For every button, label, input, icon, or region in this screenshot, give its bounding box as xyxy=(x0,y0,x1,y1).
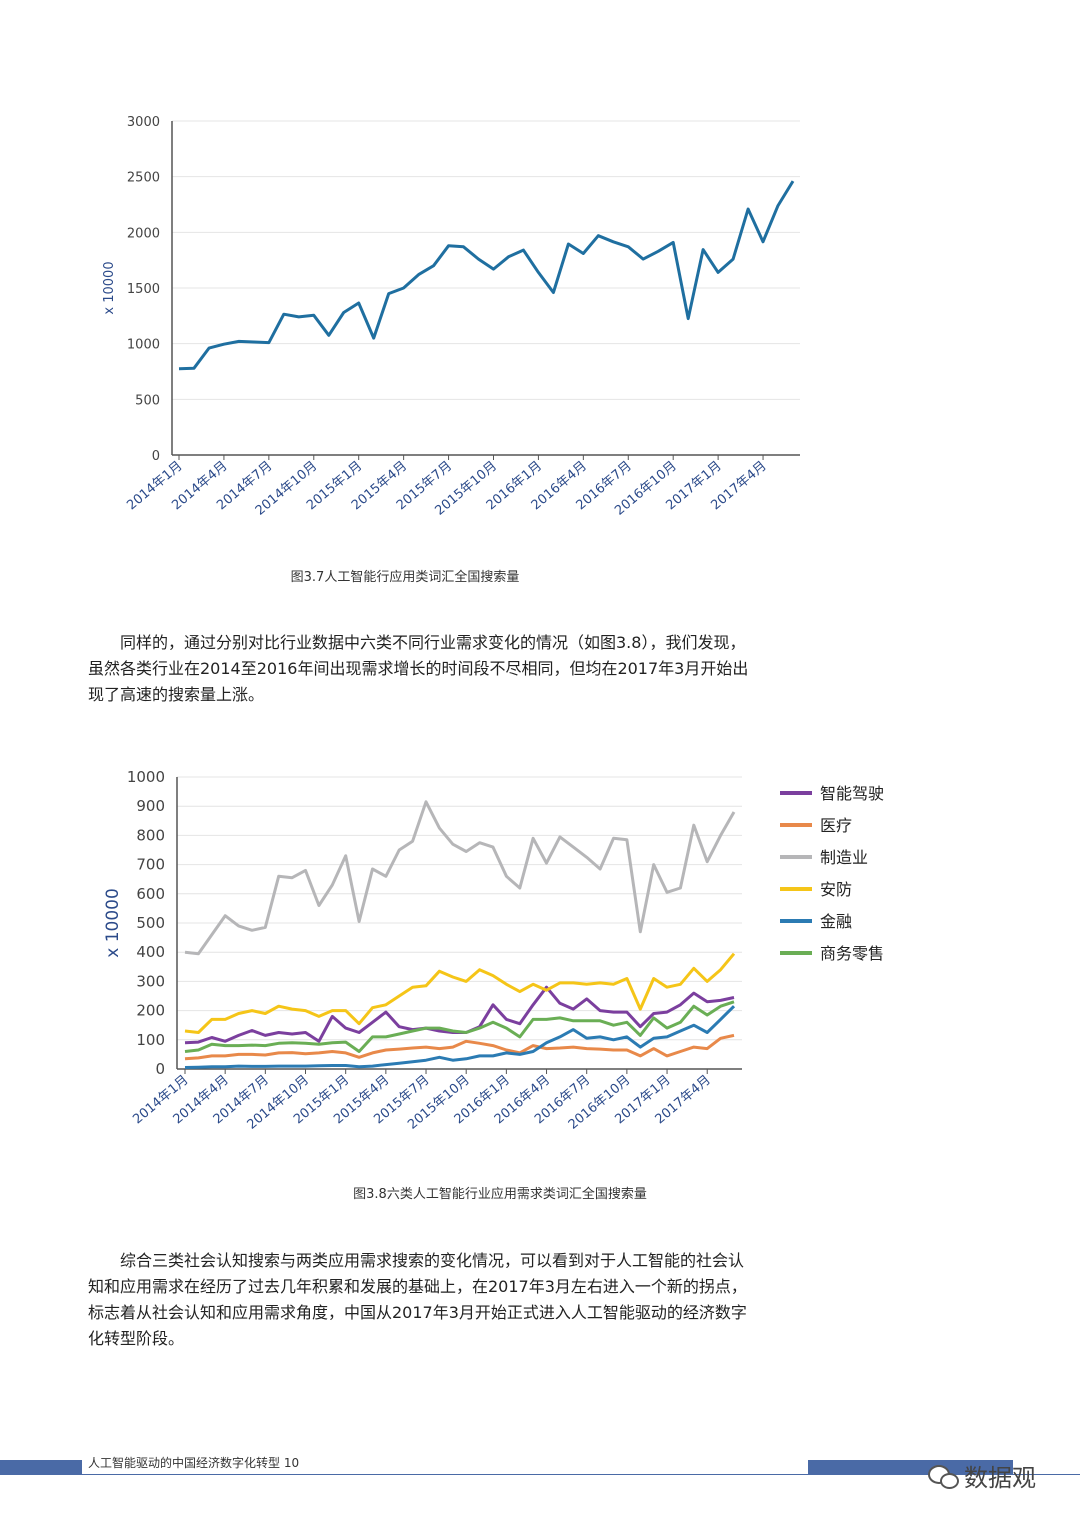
paragraph-line: 同样的，通过分别对比行业数据中六类不同行业需求变化的情况（如图3.8），我们发现… xyxy=(120,633,746,652)
footer-bar-left xyxy=(0,1460,82,1474)
paragraph-line: 虽然各类行业在2014至2016年间出现需求增长的时间段不尽相同，但均在2017… xyxy=(88,659,749,678)
legend-label: 商务零售 xyxy=(820,944,884,963)
wechat-icon xyxy=(928,1463,959,1489)
legend-label: 智能驾驶 xyxy=(820,784,884,803)
legend-label: 金融 xyxy=(820,912,852,931)
paragraph-conclusion: 综合三类社会认知搜索与两类应用需求搜索的变化情况，可以看到对于人工智能的社会认 … xyxy=(88,1248,798,1352)
y-tick-label: 0 xyxy=(152,449,160,464)
y-tick-label: 1000 xyxy=(127,338,160,353)
paragraph-line: 综合三类社会认知搜索与两类应用需求搜索的变化情况，可以看到对于人工智能的社会认 xyxy=(120,1251,745,1270)
series-line xyxy=(184,1033,735,1061)
y-tick-label: 2000 xyxy=(127,226,160,241)
y-axis-label: x 10000 xyxy=(103,888,123,958)
paragraph-line: 标志着从社会认知和应用需求角度，中国从2017年3月开始正式进入人工智能驱动的经… xyxy=(88,1303,747,1322)
y-tick-label: 1000 xyxy=(127,768,165,786)
legend-label: 安防 xyxy=(820,880,852,899)
footer-divider xyxy=(0,1474,1080,1475)
legend-label: 制造业 xyxy=(820,848,868,867)
y-axis-label: x 10000 xyxy=(102,261,117,314)
y-tick-label: 200 xyxy=(136,1002,165,1020)
footer-bar-right xyxy=(808,1460,1013,1474)
y-tick-label: 700 xyxy=(136,856,165,874)
footer-title: 人工智能驱动的中国经济数字化转型 10 xyxy=(88,1456,300,1470)
series-line xyxy=(184,985,735,1045)
paragraph-line: 现了高速的搜索量上涨。 xyxy=(88,685,265,704)
y-tick-label: 800 xyxy=(136,826,165,844)
y-tick-label: 0 xyxy=(155,1060,165,1078)
caption-figure-3-8: 图3.8六类人工智能行业应用需求类词汇全国搜索量 xyxy=(353,1187,647,1202)
y-tick-label: 1500 xyxy=(127,282,160,297)
y-tick-label: 100 xyxy=(136,1031,165,1049)
paragraph-line: 化转型阶段。 xyxy=(88,1329,185,1348)
paragraph-line: 知和应用需求在经历了过去几年积累和发展的基础上，在2017年3月左右进入一个新的… xyxy=(88,1277,747,1296)
y-tick-label: 2500 xyxy=(127,171,160,186)
y-tick-label: 600 xyxy=(136,885,165,903)
watermark: 数据观 xyxy=(928,1458,1036,1493)
series-line xyxy=(184,1000,735,1053)
legend-label: 医疗 xyxy=(820,816,852,835)
y-tick-label: 3000 xyxy=(127,115,160,130)
y-tick-label: 300 xyxy=(136,972,165,990)
caption-figure-3-7: 图3.7人工智能行应用类词汇全国搜索量 xyxy=(290,570,520,585)
series-line xyxy=(184,800,736,956)
paragraph-industry-comparison: 同样的，通过分别对比行业数据中六类不同行业需求变化的情况（如图3.8），我们发现… xyxy=(88,630,798,708)
y-tick-label: 900 xyxy=(136,797,165,815)
y-tick-label: 500 xyxy=(136,914,165,932)
series-line xyxy=(184,952,736,1034)
watermark-text: 数据观 xyxy=(964,1464,1036,1492)
y-tick-label: 500 xyxy=(135,393,160,408)
series-line xyxy=(178,180,795,371)
series-line xyxy=(184,1005,736,1069)
y-tick-label: 400 xyxy=(136,943,165,961)
